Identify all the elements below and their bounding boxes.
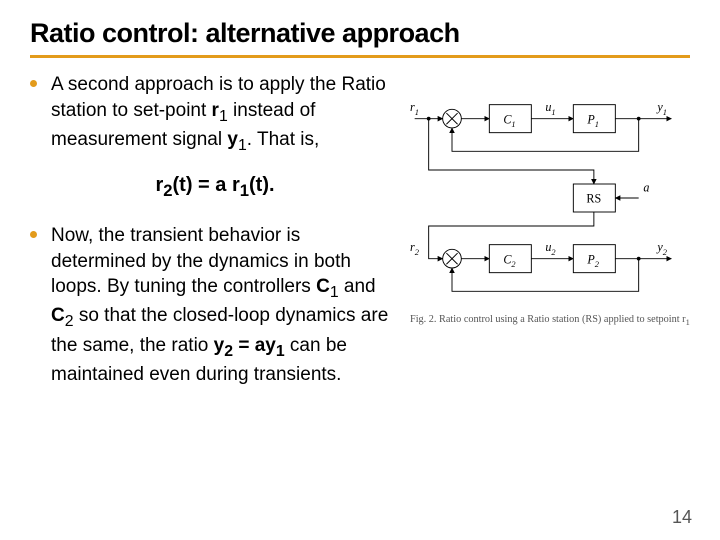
diagram-column: r1 C1 u1 P1 y1 (410, 72, 690, 397)
svg-text:RS: RS (586, 192, 601, 206)
equation: r2(t) = a r1(t). (30, 174, 400, 201)
svg-text:y1: y1 (655, 100, 667, 117)
text-column: A second approach is to apply the Ratio … (30, 72, 400, 397)
slide: Ratio control: alternative approach A se… (0, 0, 720, 540)
content-row: A second approach is to apply the Ratio … (30, 72, 690, 397)
page-number: 14 (672, 507, 692, 528)
bullet-2-text: Now, the transient behavior is determine… (51, 223, 400, 387)
bullet-dot (30, 80, 37, 87)
title-underline (30, 55, 690, 58)
svg-text:a: a (643, 180, 649, 194)
bullet-1-text: A second approach is to apply the Ratio … (51, 72, 400, 156)
block-diagram: r1 C1 u1 P1 y1 (410, 72, 690, 352)
svg-text:Fig. 2. Ratio control using a: Fig. 2. Ratio control using a Ratio stat… (410, 314, 690, 327)
svg-text:r2: r2 (410, 240, 419, 257)
svg-text:r1: r1 (410, 100, 419, 117)
svg-text:y2: y2 (655, 240, 667, 257)
bullet-1: A second approach is to apply the Ratio … (30, 72, 400, 156)
svg-text:u2: u2 (545, 240, 555, 257)
bullet-2: Now, the transient behavior is determine… (30, 223, 400, 387)
bullet-dot (30, 231, 37, 238)
svg-text:u1: u1 (545, 100, 555, 117)
slide-title: Ratio control: alternative approach (30, 18, 690, 49)
